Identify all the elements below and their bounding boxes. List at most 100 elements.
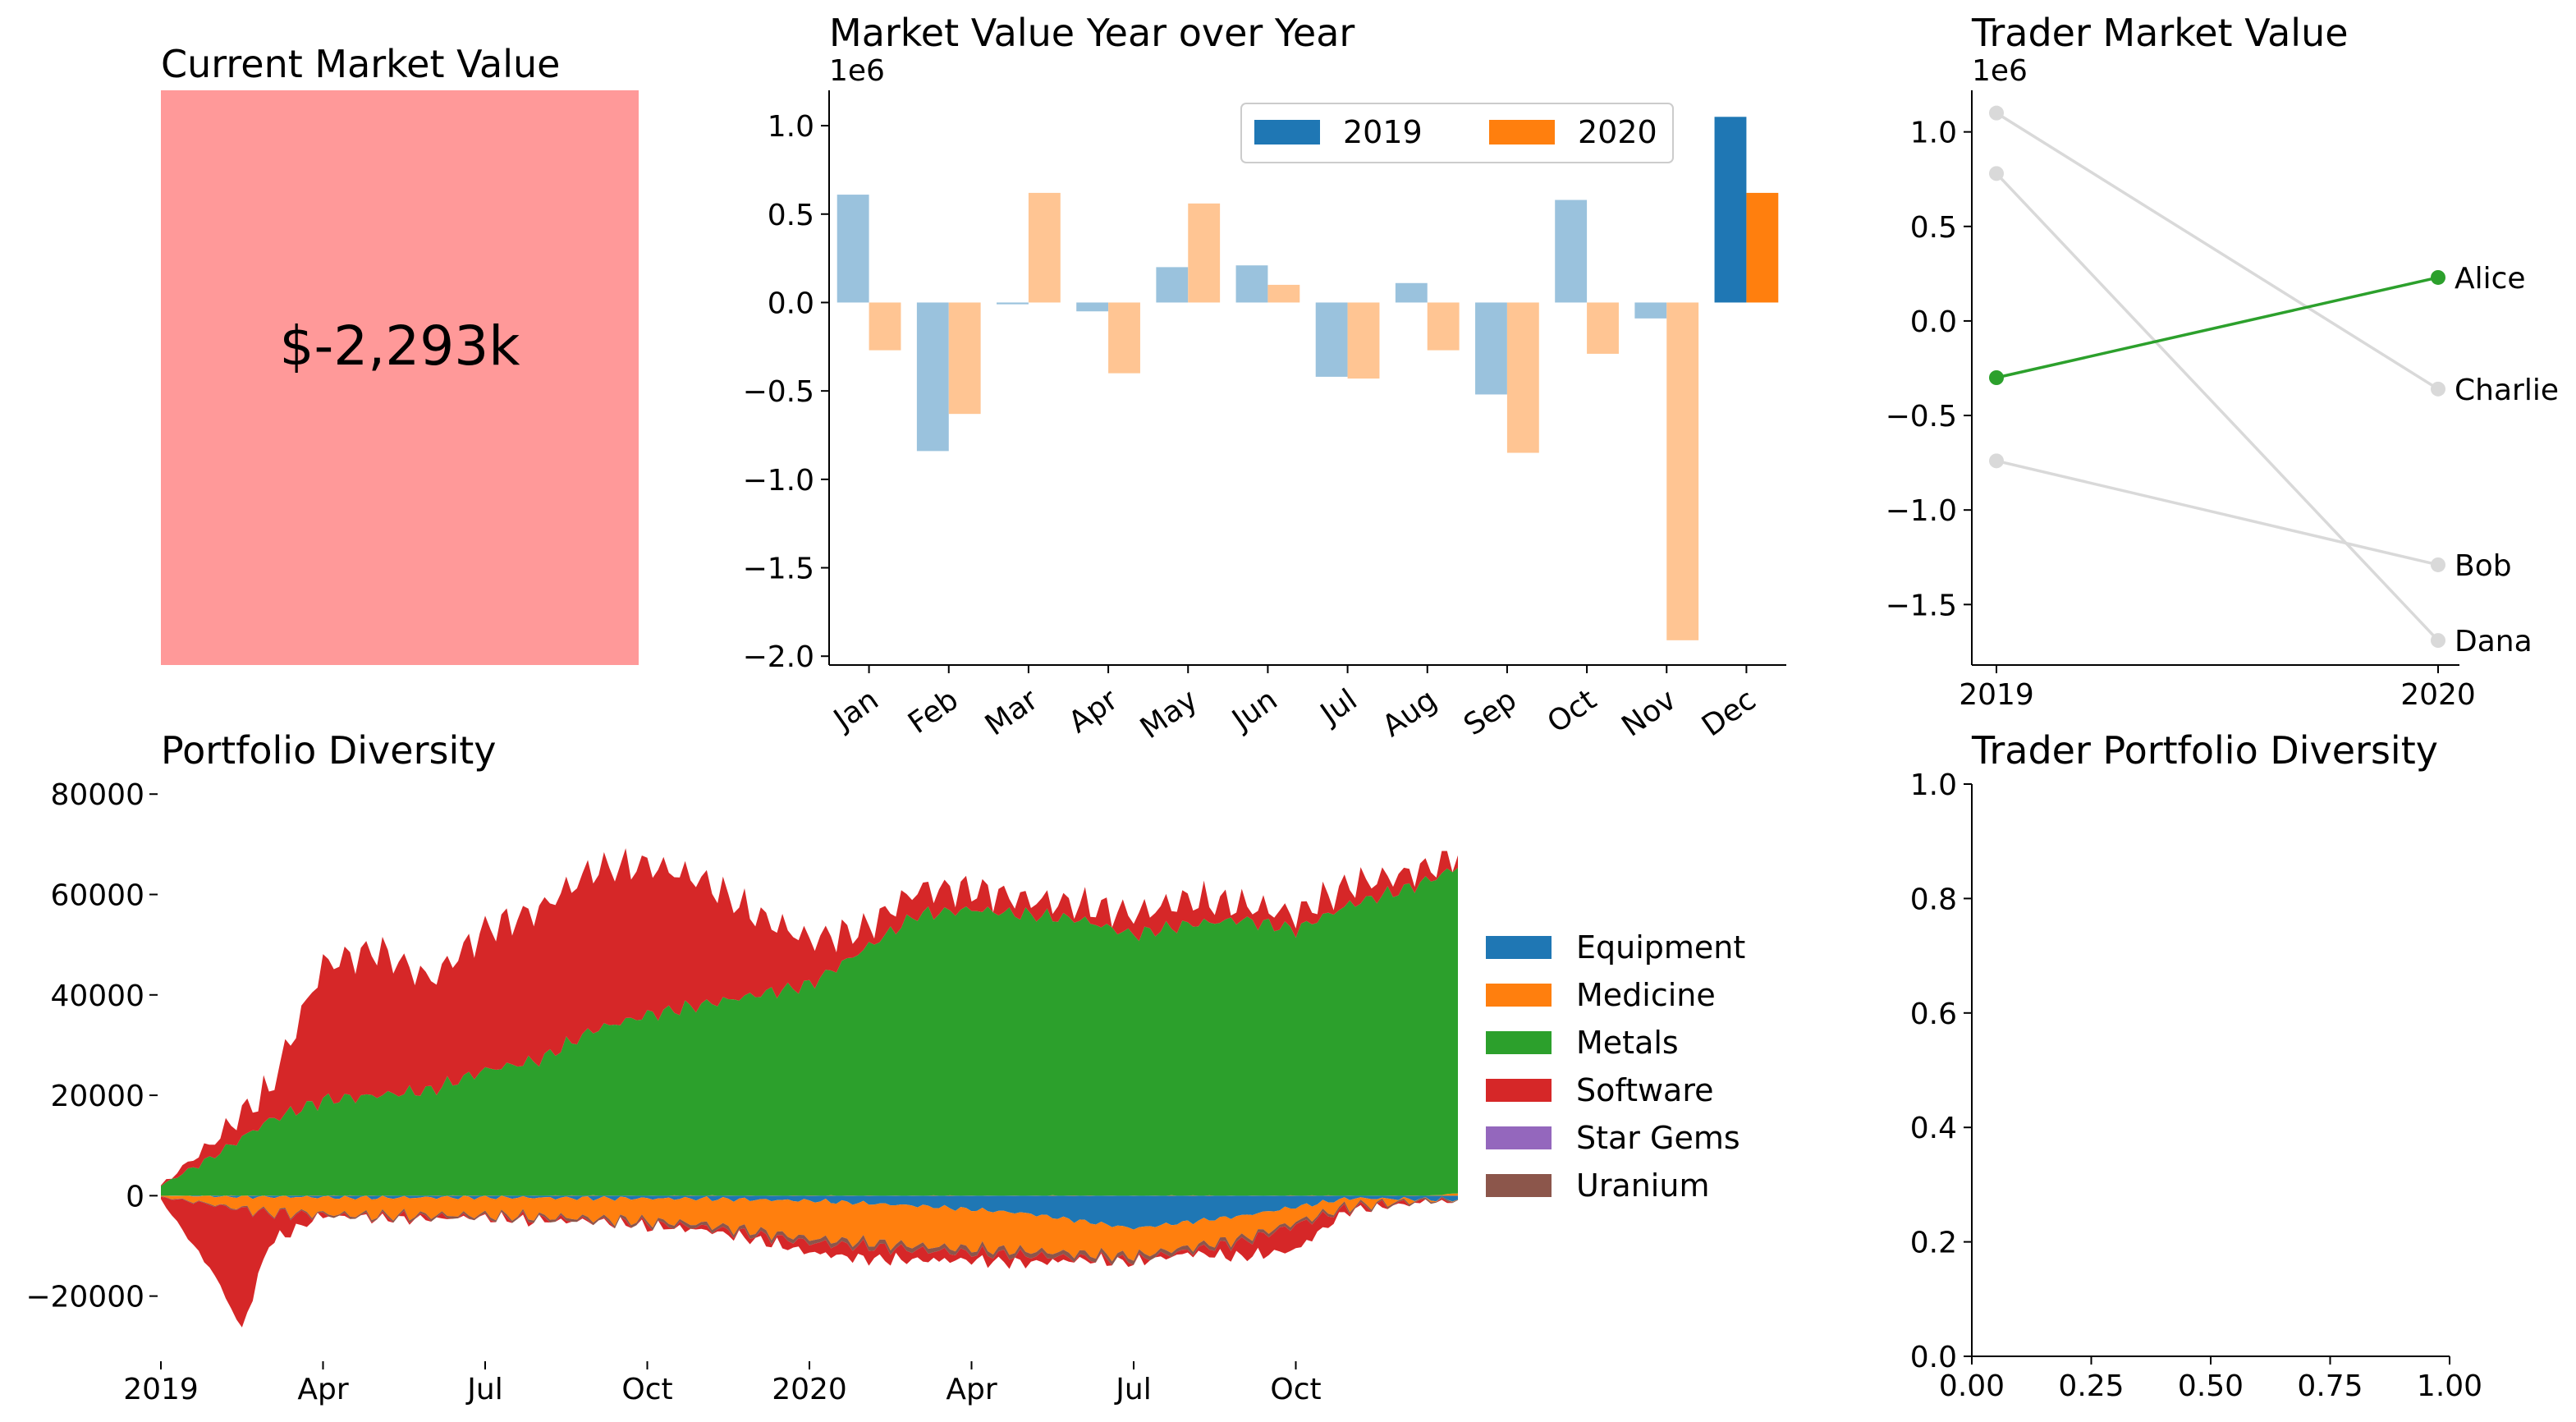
y-tick-label: 0.0 bbox=[1910, 305, 1957, 339]
y-tick-label: −1.0 bbox=[1886, 494, 1957, 528]
legend-label-uranium: Uranium bbox=[1576, 1167, 1709, 1204]
trader-point-bob-2019 bbox=[1989, 453, 2004, 469]
yoy-bars bbox=[837, 117, 1779, 640]
trader-diversity-title: Trader Portfolio Diversity bbox=[1971, 728, 2438, 773]
legend-label-equipment: Equipment bbox=[1576, 929, 1745, 966]
bar-2020-sep bbox=[1506, 302, 1539, 453]
bar-2019-dec bbox=[1714, 117, 1747, 303]
trader-point-bob-2020 bbox=[2431, 557, 2445, 572]
y-tick-label: 0.8 bbox=[1910, 883, 1957, 916]
bar-2020-oct bbox=[1587, 302, 1619, 354]
bar-2020-apr bbox=[1108, 302, 1140, 374]
x-tick-label-mar: Mar bbox=[979, 683, 1044, 743]
trader-label-charlie: Charlie bbox=[2455, 374, 2559, 407]
yoy-x-ticks: Jan Feb Mar Apr May Jun Jul Aug Sep Oct Nov Dec bbox=[827, 665, 1762, 745]
trader-point-dana-2020 bbox=[2431, 633, 2445, 649]
y-tick-label: 80000 bbox=[50, 778, 144, 812]
y-tick-label: −0.5 bbox=[1886, 400, 1957, 433]
diversity-y-ticks: −20000 0 20000 40000 60000 80000 bbox=[25, 778, 158, 1314]
y-tick-label: 0.0 bbox=[1910, 1341, 1957, 1374]
x-tick-label: 0.75 bbox=[2297, 1369, 2363, 1403]
y-tick-label: 1.0 bbox=[1910, 117, 1957, 150]
trader-diversity-x-ticks: 0.00 0.25 0.50 0.75 1.00 bbox=[1939, 1356, 2482, 1403]
bar-2020-mar bbox=[1028, 192, 1061, 303]
trader-label-dana: Dana bbox=[2455, 625, 2532, 658]
trader-x-ticks: 2019 2020 bbox=[1959, 665, 2476, 712]
bar-2019-jun bbox=[1235, 265, 1268, 303]
x-tick-label-sep: Sep bbox=[1458, 683, 1523, 743]
area-software-positive bbox=[161, 848, 1458, 1186]
legend-swatch-equipment bbox=[1486, 936, 1552, 959]
legend-swatch-2020 bbox=[1489, 120, 1555, 144]
trader-line-bob bbox=[1996, 459, 2439, 567]
bar-2019-nov bbox=[1634, 302, 1667, 319]
x-tick-label: Jul bbox=[1114, 1373, 1151, 1406]
y-tick-label: −20000 bbox=[25, 1281, 144, 1314]
x-tick-label: 1.00 bbox=[2417, 1369, 2482, 1403]
bar-2020-jun bbox=[1267, 284, 1300, 303]
bar-2019-mar bbox=[997, 302, 1029, 305]
bar-2020-jul bbox=[1347, 302, 1380, 379]
x-tick-label: 2020 bbox=[772, 1373, 847, 1406]
trader-point-alice-2019 bbox=[1989, 370, 2004, 385]
y-tick-label: −1.0 bbox=[743, 464, 814, 498]
legend-swatch-software bbox=[1486, 1079, 1552, 1102]
bar-2019-feb bbox=[916, 302, 949, 452]
trader-line-dana bbox=[1995, 172, 2440, 642]
x-tick-label-jul: Jul bbox=[1313, 683, 1364, 732]
trader-point-dana-2019 bbox=[1989, 166, 2004, 181]
trader-chart: Trader Market Value 1e6 Charlie Bob Dana Al… bbox=[1886, 11, 2559, 712]
trader-label-alice: Alice bbox=[2455, 262, 2526, 296]
bar-2019-aug bbox=[1395, 282, 1428, 303]
kpi-card bbox=[161, 90, 639, 665]
x-tick-label: 2019 bbox=[123, 1373, 199, 1406]
legend-label-software: Software bbox=[1576, 1072, 1714, 1108]
x-tick-label-apr: Apr bbox=[1063, 683, 1125, 740]
trader-y-ticks: −1.5 −1.0 −0.5 0.0 0.5 1.0 bbox=[1886, 117, 1972, 622]
trader-label-bob: Bob bbox=[2455, 549, 2512, 583]
legend-label-2019: 2019 bbox=[1343, 114, 1423, 150]
kpi-panel: Current Market Value $-2,293k bbox=[161, 42, 639, 665]
x-tick-label-nov: Nov bbox=[1616, 683, 1682, 744]
y-tick-label: 1.0 bbox=[768, 110, 814, 144]
y-tick-label: −1.5 bbox=[743, 553, 814, 586]
trader-point-alice-2020 bbox=[2431, 269, 2445, 285]
x-tick-label: 2019 bbox=[1959, 678, 2034, 712]
diversity-chart: Portfolio Diversity −20000 0 20000 40000 600… bbox=[25, 728, 1745, 1406]
trader-line-charlie bbox=[1996, 112, 2439, 391]
y-tick-label: −0.5 bbox=[743, 375, 814, 409]
area-equipment-negative bbox=[161, 1195, 1458, 1230]
x-tick-label: 0.00 bbox=[1939, 1369, 2005, 1403]
x-tick-label-jun: Jun bbox=[1225, 683, 1283, 738]
legend-label-metals: Metals bbox=[1576, 1025, 1679, 1061]
trader-line-alice bbox=[1996, 276, 2439, 379]
bar-2020-nov bbox=[1666, 302, 1699, 640]
legend-swatch-metals bbox=[1486, 1031, 1552, 1054]
diversity-x-ticks: 2019 Apr Jul Oct 2020 Apr Jul Oct bbox=[123, 1361, 1322, 1406]
y-tick-label: −2.0 bbox=[743, 640, 814, 674]
bar-2020-jan bbox=[869, 302, 901, 351]
bar-2019-oct bbox=[1555, 200, 1588, 303]
x-tick-label: 0.50 bbox=[2178, 1369, 2244, 1403]
bar-2019-jan bbox=[837, 195, 869, 303]
y-tick-label: 0.4 bbox=[1910, 1112, 1957, 1145]
diversity-title: Portfolio Diversity bbox=[161, 728, 497, 773]
x-tick-label-dec: Dec bbox=[1696, 683, 1762, 744]
trader-title: Trader Market Value bbox=[1971, 11, 2349, 55]
trader-diversity-chart: Trader Portfolio Diversity 0.00.20.40.60… bbox=[1910, 728, 2482, 1403]
trader-point-charlie-2019 bbox=[1989, 105, 2004, 121]
legend-label-2020: 2020 bbox=[1578, 114, 1657, 150]
y-tick-label: 60000 bbox=[50, 879, 144, 913]
x-tick-label: Apr bbox=[297, 1373, 348, 1406]
x-tick-label-feb: Feb bbox=[902, 683, 965, 741]
bar-2019-apr bbox=[1076, 302, 1109, 312]
legend-label-star-gems: Star Gems bbox=[1576, 1120, 1740, 1156]
y-tick-label: 0.0 bbox=[768, 287, 814, 320]
bar-2019-jul bbox=[1315, 302, 1348, 377]
x-tick-label: Apr bbox=[946, 1373, 997, 1406]
x-tick-label-oct: Oct bbox=[1542, 683, 1603, 740]
trader-diversity-y-ticks: 0.0 0.2 0.4 0.6 0.8 1.0 bbox=[1910, 768, 1972, 1374]
x-tick-label-jan: Jan bbox=[827, 683, 885, 738]
x-tick-label: 2020 bbox=[2400, 678, 2476, 712]
